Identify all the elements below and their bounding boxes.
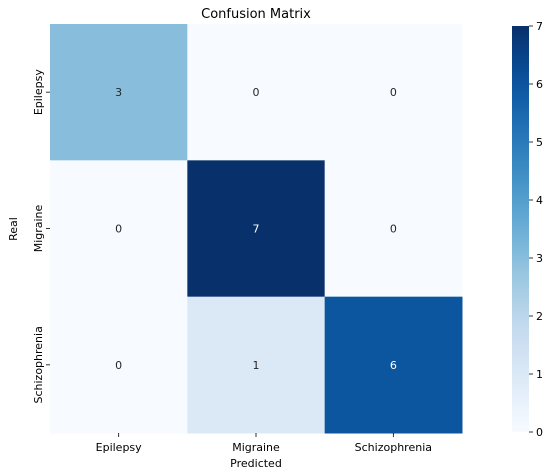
heatmap-cell [50,160,188,298]
colorbar-tick-label: 1 [536,368,543,381]
colorbar-tick-label: 6 [536,78,543,91]
heatmap-cell [50,296,188,434]
x-tick-label: Schizophrenia [355,441,432,454]
cell-value-label: 7 [253,223,260,236]
heatmap-cell [324,296,463,434]
heatmap-cell [324,24,463,161]
chart-title: Confusion Matrix [201,7,311,22]
cell-value-label: 1 [253,359,260,372]
colorbar-tick-label: 3 [536,252,543,265]
cell-value-label: 0 [390,223,397,236]
heatmap-cell [324,160,463,298]
colorbar-tick-label: 4 [536,194,543,207]
heatmap-cell [187,296,326,434]
cell-value-label: 0 [253,86,260,99]
colorbar-tick-label: 0 [536,426,543,439]
y-tick-label: Schizophrenia [32,326,45,403]
colorbar-tick-label: 7 [536,20,543,33]
heatmap-cell [187,24,326,161]
x-axis-label: Predicted [230,457,282,470]
colorbar [512,26,529,432]
y-axis-label: Real [7,217,20,241]
x-tick-label: Epilepsy [96,441,143,454]
heatmap-cell [187,160,326,298]
x-axis: Epilepsy Migraine Schizophrenia [96,433,432,454]
colorbar-tick-label: 2 [536,310,543,323]
cell-value-label: 3 [115,86,122,99]
cell-value-label: 0 [115,223,122,236]
cell-value-label: 0 [115,359,122,372]
cell-value-label: 6 [390,359,397,372]
colorbar-axis: 0 1 2 3 4 5 6 7 [529,20,543,439]
colorbar-tick-label: 5 [536,136,543,149]
heatmap-cell [50,24,188,161]
y-tick-label: Epilepsy [32,69,45,116]
cell-value-label: 0 [390,86,397,99]
y-tick-label: Migraine [32,204,45,252]
heatmap-cells: 3 0 0 0 7 0 0 1 6 [50,24,463,434]
x-tick-label: Migraine [232,441,280,454]
y-axis: Epilepsy Migraine Schizophrenia [32,69,50,404]
